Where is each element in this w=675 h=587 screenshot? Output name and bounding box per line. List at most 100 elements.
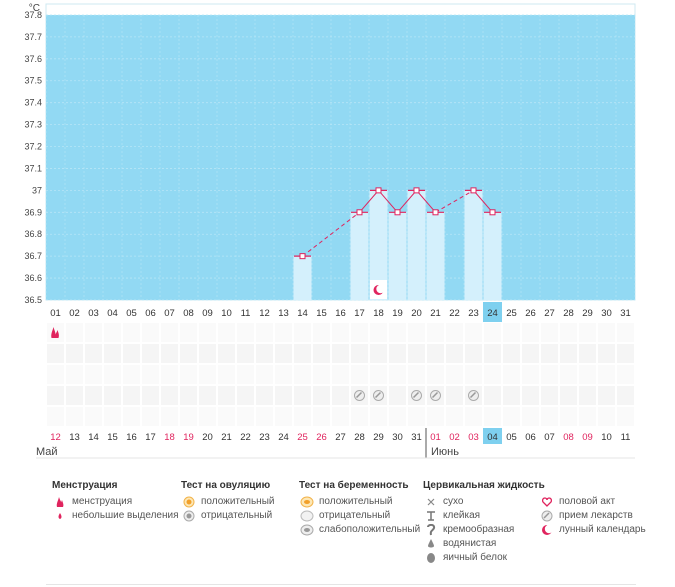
- legend-item-sticky: клейкая: [423, 509, 545, 523]
- creamy-icon: [423, 524, 439, 536]
- legend-label: отрицательный: [319, 510, 391, 521]
- event-cell: [293, 364, 312, 385]
- event-cell: [46, 343, 65, 364]
- y-tick-label: 37.6: [24, 54, 42, 64]
- event-cell: [65, 343, 84, 364]
- legend-label: небольшие выделения: [72, 510, 179, 521]
- date-label: 09: [582, 432, 593, 443]
- date-label: 25: [297, 432, 308, 443]
- event-cell: [540, 385, 559, 406]
- event-cell: [198, 343, 217, 364]
- event-cell: [84, 364, 103, 385]
- small-drop-icon: [52, 510, 68, 522]
- event-cell: [559, 385, 578, 406]
- medication-icon-line: [355, 391, 363, 399]
- temperature-bar: [369, 190, 388, 300]
- event-cell: [217, 364, 236, 385]
- event-cell: [103, 343, 122, 364]
- event-cell: [540, 406, 559, 427]
- x-tick-label: 29: [582, 308, 593, 319]
- legend-label: половой акт: [559, 496, 616, 507]
- date-label: 18: [164, 432, 175, 443]
- event-cell: [407, 322, 426, 343]
- event-cell: [388, 364, 407, 385]
- event-cell: [350, 343, 369, 364]
- event-cell: [331, 364, 350, 385]
- legend-label: яичный белок: [443, 552, 508, 563]
- legend-label: сухо: [443, 496, 464, 507]
- legend-ovulation-title: Тест на овуляцию: [181, 480, 271, 491]
- event-cell: [331, 385, 350, 406]
- temperature-point: [394, 209, 401, 216]
- date-label: 23: [259, 432, 270, 443]
- event-cell: [464, 343, 483, 364]
- event-cell: [578, 322, 597, 343]
- event-cell: [84, 322, 103, 343]
- y-tick-label: 36.5: [24, 295, 42, 305]
- legend-item-egg-white: яичный белок: [423, 551, 545, 565]
- today-highlight-top: [483, 302, 502, 322]
- legend-item-pregnancy-faint: слабоположительный: [299, 523, 420, 537]
- event-cell: [217, 322, 236, 343]
- legend-menstruation-title: Менструация: [52, 480, 118, 491]
- event-cell: [236, 322, 255, 343]
- event-cell: [122, 385, 141, 406]
- temperature-bar: [293, 256, 312, 300]
- event-cell: [103, 364, 122, 385]
- event-cell: [502, 343, 521, 364]
- temperature-point: [375, 187, 382, 194]
- pregnancy-positive-icon: [299, 496, 315, 508]
- x-tick-label: 11: [241, 308, 251, 319]
- x-tick-label: 08: [183, 308, 194, 319]
- date-label: 27: [335, 432, 346, 443]
- date-label: 08: [563, 432, 574, 443]
- event-cell: [312, 385, 331, 406]
- date-label: 07: [544, 432, 555, 443]
- event-cell: [540, 343, 559, 364]
- x-tick-label: 05: [126, 308, 137, 319]
- menstruation-icon: [55, 330, 59, 338]
- date-label: 04: [487, 432, 498, 443]
- event-cell: [65, 385, 84, 406]
- legend-item-spotting: небольшие выделения: [52, 509, 179, 523]
- event-cell: [540, 322, 559, 343]
- temperature-bar: [388, 212, 407, 300]
- ovulation-negative-icon: [181, 510, 197, 522]
- event-cell: [616, 343, 635, 364]
- event-cell: [255, 343, 274, 364]
- date-label: 28: [354, 432, 365, 443]
- event-cell: [369, 406, 388, 427]
- legend-ovulation: Тест на овуляцию положительный отрицател…: [181, 480, 274, 523]
- legend-item-ovulation-positive: положительный: [181, 495, 274, 509]
- event-cell: [160, 385, 179, 406]
- event-cell: [616, 406, 635, 427]
- event-cell: [597, 385, 616, 406]
- event-cell: [521, 343, 540, 364]
- event-cell: [179, 406, 198, 427]
- event-cell: [274, 343, 293, 364]
- temperature-line-segment: [435, 189, 474, 213]
- temperature-line-segment: [359, 190, 379, 213]
- event-cell: [236, 364, 255, 385]
- event-cell: [483, 406, 502, 427]
- x-tick-label: 06: [145, 308, 156, 319]
- pregnancy-faint-icon: [299, 524, 315, 536]
- date-label: 21: [221, 432, 232, 443]
- event-cell: [559, 364, 578, 385]
- event-cell: [217, 406, 236, 427]
- month-label-june: Июнь: [431, 446, 459, 458]
- event-cell: [597, 406, 616, 427]
- temperature-point: [470, 187, 477, 194]
- y-tick-label: 37: [32, 185, 42, 195]
- legend-item-creamy: кремообразная: [423, 523, 545, 537]
- event-cell: [559, 406, 578, 427]
- x-tick-label: 10: [221, 308, 232, 319]
- event-cell: [160, 406, 179, 427]
- x-tick-label: 27: [544, 308, 555, 319]
- event-cell: [236, 343, 255, 364]
- event-cell: [198, 385, 217, 406]
- legend-label: положительный: [319, 496, 393, 507]
- x-tick-label: 28: [563, 308, 574, 319]
- temperature-point: [356, 209, 363, 216]
- y-tick-label: 37.1: [24, 163, 42, 173]
